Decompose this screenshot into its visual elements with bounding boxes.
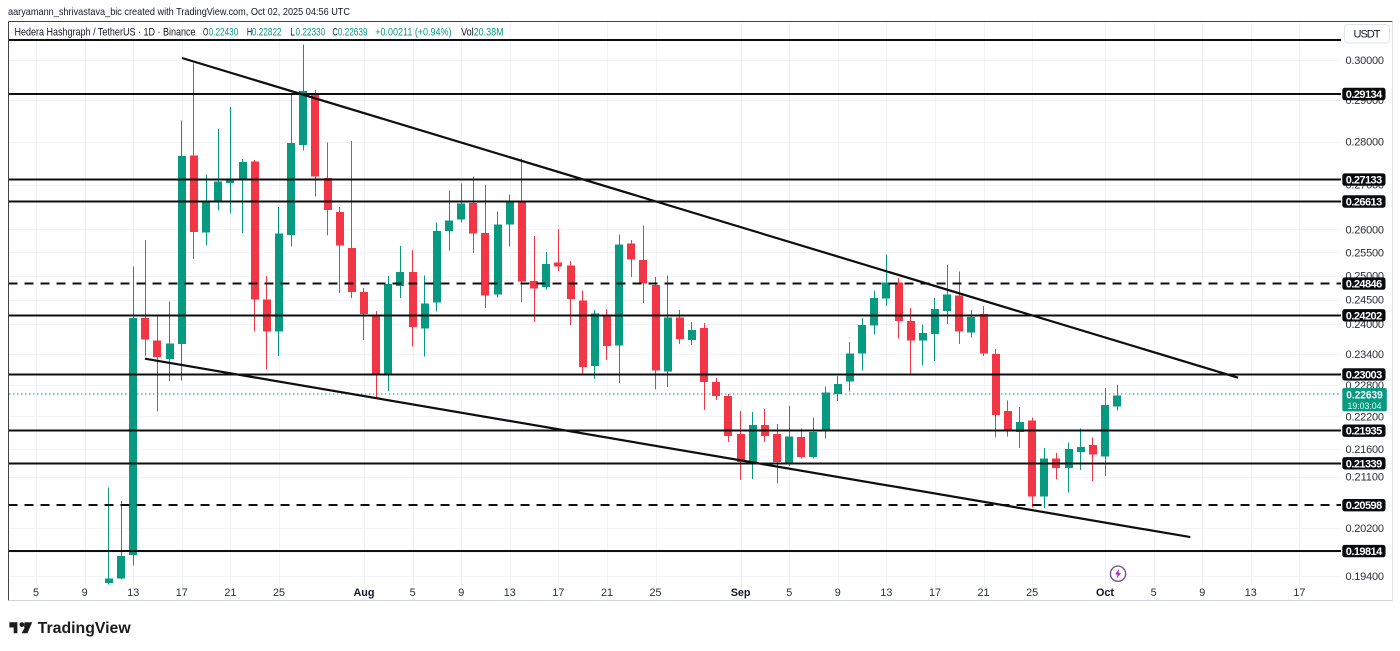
svg-text:0.24846: 0.24846: [1346, 279, 1383, 291]
svg-text:0.20200: 0.20200: [1346, 523, 1385, 535]
svg-text:21: 21: [224, 587, 236, 599]
svg-text:0.21100: 0.21100: [1346, 472, 1385, 484]
svg-text:Vol: Vol: [461, 27, 474, 39]
svg-text:0.20598: 0.20598: [1346, 500, 1383, 512]
svg-text:0.21935: 0.21935: [1346, 426, 1383, 438]
svg-text:0.26613: 0.26613: [1346, 197, 1383, 209]
svg-text:0.21600: 0.21600: [1346, 444, 1385, 456]
svg-text:0.25500: 0.25500: [1346, 247, 1385, 259]
svg-text:13: 13: [504, 587, 516, 599]
svg-text:Oct: Oct: [1096, 587, 1114, 599]
svg-text:9: 9: [82, 587, 88, 599]
svg-text:0.24500: 0.24500: [1346, 295, 1385, 307]
svg-text:0.19814: 0.19814: [1346, 546, 1383, 558]
svg-text:19:03:04: 19:03:04: [1348, 401, 1382, 412]
svg-text:0.24202: 0.24202: [1346, 310, 1383, 322]
svg-text:0.22639: 0.22639: [338, 27, 368, 39]
svg-text:13: 13: [880, 587, 892, 599]
svg-text:0.26000: 0.26000: [1346, 224, 1385, 236]
svg-text:0.29134: 0.29134: [1346, 89, 1383, 101]
svg-text:0.19400: 0.19400: [1346, 571, 1385, 583]
svg-text:0.22639: 0.22639: [1346, 389, 1383, 401]
svg-text:17: 17: [1293, 587, 1305, 599]
svg-text:0.22430: 0.22430: [209, 27, 239, 39]
svg-text:0.28000: 0.28000: [1346, 137, 1385, 149]
svg-text:TradingView: TradingView: [38, 620, 132, 637]
svg-text:17: 17: [929, 587, 941, 599]
svg-text:5: 5: [1151, 587, 1157, 599]
svg-text:20.38M: 20.38M: [474, 27, 504, 39]
svg-text:O: O: [203, 27, 209, 39]
svg-text:13: 13: [1245, 587, 1257, 599]
svg-text:0.23003: 0.23003: [1346, 369, 1383, 381]
svg-text:0.24000: 0.24000: [1346, 319, 1385, 331]
svg-text:9: 9: [835, 587, 841, 599]
svg-text:0.27133: 0.27133: [1346, 175, 1383, 187]
svg-text:5: 5: [33, 587, 39, 599]
svg-text:5: 5: [410, 587, 416, 599]
svg-text:L: L: [290, 27, 295, 39]
svg-text:Aug: Aug: [354, 587, 375, 599]
svg-text:25: 25: [649, 587, 661, 599]
svg-text:Hedera Hashgraph / TetherUS ·: Hedera Hashgraph / TetherUS · 1D · Binan…: [15, 27, 196, 39]
svg-text:21: 21: [601, 587, 613, 599]
svg-text:9: 9: [458, 587, 464, 599]
svg-text:17: 17: [552, 587, 564, 599]
svg-text:13: 13: [127, 587, 139, 599]
svg-text:aaryamann_shrivastava_bic crea: aaryamann_shrivastava_bic created with T…: [8, 6, 350, 18]
svg-text:C: C: [333, 27, 338, 39]
svg-text:H: H: [247, 27, 252, 39]
svg-text:25: 25: [273, 587, 285, 599]
svg-text:0.22200: 0.22200: [1346, 411, 1385, 423]
svg-text:25: 25: [1026, 587, 1038, 599]
svg-text:0.23400: 0.23400: [1346, 349, 1385, 361]
svg-text:5: 5: [786, 587, 792, 599]
svg-text:0.21339: 0.21339: [1346, 458, 1383, 470]
svg-text:9: 9: [1199, 587, 1205, 599]
svg-text:17: 17: [176, 587, 188, 599]
svg-text:USDT: USDT: [1354, 29, 1381, 41]
svg-text:0.22822: 0.22822: [252, 27, 282, 39]
svg-text:Sep: Sep: [731, 587, 751, 599]
svg-text:0.30000: 0.30000: [1346, 55, 1385, 67]
svg-text:21: 21: [977, 587, 989, 599]
svg-text:+0.00211 (+0.94%): +0.00211 (+0.94%): [375, 27, 451, 39]
svg-text:0.22330: 0.22330: [296, 27, 326, 39]
